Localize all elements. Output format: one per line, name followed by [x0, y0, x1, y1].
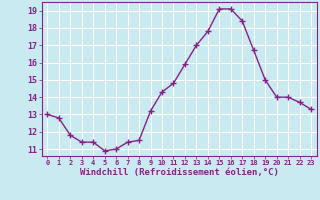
X-axis label: Windchill (Refroidissement éolien,°C): Windchill (Refroidissement éolien,°C) [80, 168, 279, 177]
